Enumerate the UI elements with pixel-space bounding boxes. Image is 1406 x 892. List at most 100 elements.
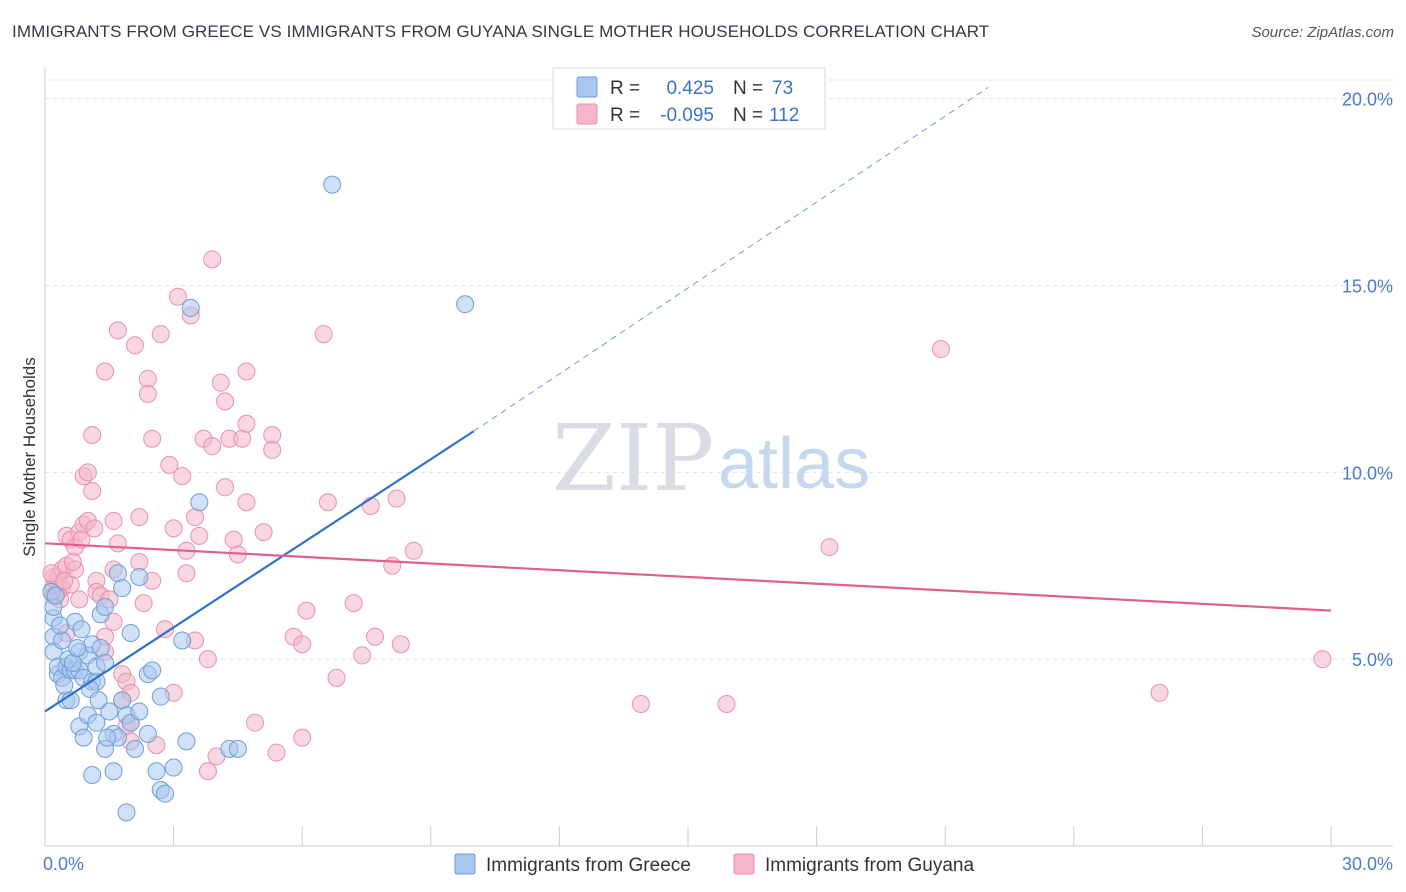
point-guyana bbox=[366, 627, 385, 646]
x-tick-labels: 0.0% 30.0% bbox=[43, 854, 1393, 874]
point-greece bbox=[68, 638, 87, 657]
legend-swatch-greece bbox=[576, 76, 598, 98]
point-greece bbox=[228, 739, 247, 758]
legend-n-value-greece: 73 bbox=[772, 78, 793, 99]
point-guyana bbox=[318, 493, 337, 512]
point-guyana bbox=[151, 325, 170, 344]
x-tick-label-1: 30.0% bbox=[1342, 854, 1393, 874]
point-greece bbox=[130, 567, 149, 586]
point-greece bbox=[130, 702, 149, 721]
point-guyana bbox=[203, 437, 222, 456]
point-greece bbox=[91, 638, 110, 657]
legend-r-value-greece: 0.425 bbox=[666, 78, 714, 99]
point-guyana bbox=[237, 362, 256, 381]
point-guyana bbox=[237, 493, 256, 512]
point-greece bbox=[190, 493, 209, 512]
watermark-atlas: atlas bbox=[718, 424, 870, 504]
point-guyana bbox=[327, 668, 346, 687]
y-tick-label-0: 5.0% bbox=[1352, 650, 1393, 670]
point-guyana bbox=[353, 646, 372, 665]
point-guyana bbox=[85, 519, 104, 538]
series-greece-points bbox=[42, 175, 475, 822]
y-tick-label-3: 20.0% bbox=[1342, 90, 1393, 110]
point-greece bbox=[156, 784, 175, 803]
point-greece bbox=[55, 676, 74, 695]
point-guyana bbox=[164, 519, 183, 538]
bottom-legend-swatch-greece bbox=[454, 853, 476, 875]
legend-r-label-guyana: R = bbox=[610, 105, 640, 126]
point-guyana bbox=[237, 414, 256, 433]
point-guyana bbox=[314, 325, 333, 344]
point-guyana bbox=[1150, 683, 1169, 702]
trend-line-guyana bbox=[44, 542, 1332, 612]
legend-r-label-greece: R = bbox=[610, 78, 640, 99]
point-greece bbox=[113, 691, 132, 710]
point-guyana bbox=[820, 538, 839, 557]
bottom-legend-swatch-guyana bbox=[733, 853, 755, 875]
point-guyana bbox=[216, 392, 235, 411]
point-guyana bbox=[361, 496, 380, 515]
point-guyana bbox=[70, 590, 89, 609]
point-guyana bbox=[156, 620, 175, 639]
point-guyana bbox=[160, 455, 179, 474]
point-guyana bbox=[391, 635, 410, 654]
trend-line-greece bbox=[44, 430, 475, 713]
point-greece bbox=[323, 175, 342, 194]
point-guyana bbox=[216, 478, 235, 497]
point-guyana bbox=[387, 489, 406, 508]
point-guyana bbox=[104, 511, 123, 530]
point-greece bbox=[121, 624, 140, 643]
point-guyana bbox=[186, 508, 205, 527]
trend-line-greece-extension bbox=[473, 87, 989, 432]
point-guyana bbox=[203, 250, 222, 269]
point-greece bbox=[173, 631, 192, 650]
point-guyana bbox=[631, 695, 650, 714]
legend-n-label-guyana: N = bbox=[733, 105, 763, 126]
point-guyana bbox=[198, 650, 217, 669]
point-guyana bbox=[168, 287, 187, 306]
y-tick-label-2: 15.0% bbox=[1342, 277, 1393, 297]
point-greece bbox=[147, 762, 166, 781]
point-guyana bbox=[63, 553, 82, 572]
point-greece bbox=[74, 728, 93, 747]
watermark-zip: ZIP bbox=[552, 405, 714, 512]
point-guyana bbox=[293, 635, 312, 654]
point-greece bbox=[96, 597, 115, 616]
point-guyana bbox=[263, 440, 282, 459]
point-guyana bbox=[138, 384, 157, 403]
point-greece bbox=[117, 803, 136, 822]
point-guyana bbox=[246, 713, 265, 732]
point-greece bbox=[87, 713, 106, 732]
point-guyana bbox=[83, 482, 102, 501]
point-guyana bbox=[1313, 650, 1332, 669]
legend-r-value-guyana: -0.095 bbox=[660, 105, 714, 126]
legend-n-label-greece: N = bbox=[733, 78, 763, 99]
point-guyana bbox=[190, 526, 209, 545]
point-greece bbox=[72, 620, 91, 639]
point-guyana bbox=[143, 429, 162, 448]
chart-title: IMMIGRANTS FROM GREECE VS IMMIGRANTS FRO… bbox=[12, 22, 990, 41]
point-guyana bbox=[211, 373, 230, 392]
point-greece bbox=[51, 616, 70, 635]
point-greece bbox=[126, 739, 145, 758]
point-guyana bbox=[55, 571, 74, 590]
point-guyana bbox=[126, 336, 145, 355]
legend-swatch-guyana bbox=[576, 103, 598, 125]
point-greece bbox=[456, 295, 475, 314]
legend-box: R = 0.425 N = 73 R = -0.095 N = 112 bbox=[552, 67, 826, 130]
x-tick-label-0: 0.0% bbox=[43, 854, 84, 874]
point-guyana bbox=[130, 508, 149, 527]
point-greece bbox=[89, 691, 108, 710]
point-guyana bbox=[717, 695, 736, 714]
point-guyana bbox=[383, 556, 402, 575]
series-guyana-points bbox=[42, 250, 1332, 781]
point-guyana bbox=[173, 467, 192, 486]
point-greece bbox=[151, 687, 170, 706]
point-greece bbox=[98, 728, 117, 747]
y-tick-labels: 5.0% 10.0% 15.0% 20.0% bbox=[1342, 90, 1393, 670]
point-greece bbox=[104, 762, 123, 781]
bottom-legend: Immigrants from Greece Immigrants from G… bbox=[454, 853, 974, 876]
point-greece bbox=[164, 758, 183, 777]
y-tick-label-1: 10.0% bbox=[1342, 463, 1393, 483]
